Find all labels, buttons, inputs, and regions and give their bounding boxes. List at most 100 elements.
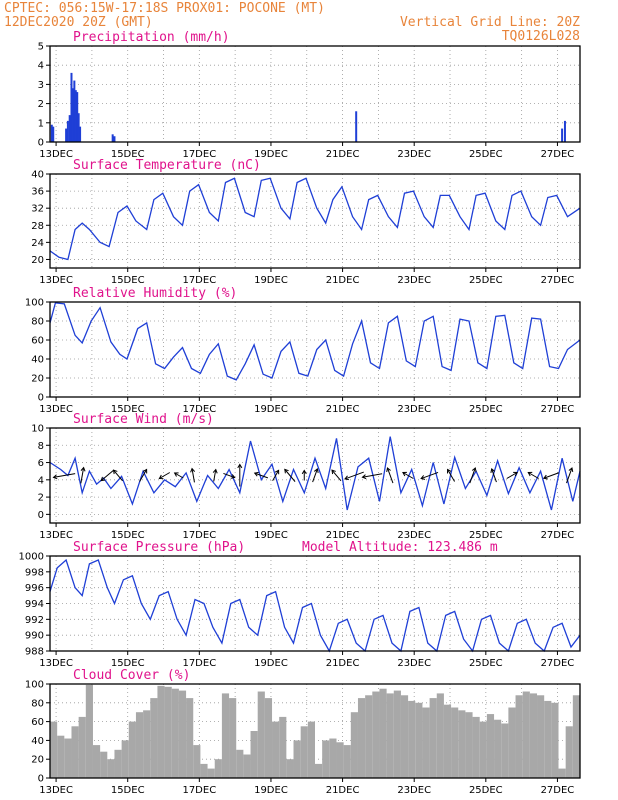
cloud-bar [537, 695, 545, 778]
wind-arrow-head [284, 468, 289, 474]
series-line [49, 558, 581, 653]
cloud-bar [529, 693, 538, 778]
x-tick-label: 17DEC [182, 658, 216, 669]
precip-bar [66, 120, 69, 142]
x-tick-label: 19DEC [254, 658, 288, 669]
cloud-bar [71, 726, 79, 778]
x-tick-label: 17DEC [182, 404, 216, 415]
cloud-bar [171, 688, 179, 778]
x-tick-label: 17DEC [182, 785, 216, 796]
wind-arrow [254, 472, 269, 479]
wind-arrow-head [420, 475, 426, 480]
panel-frame [49, 683, 581, 779]
x-tick-label: 23DEC [397, 658, 431, 669]
x-tick-label: 19DEC [254, 149, 288, 160]
x-tick-label: 19DEC [254, 404, 288, 415]
cloud-bar [508, 707, 516, 778]
x-tick-label: 13DEC [39, 275, 73, 286]
wind-arrow [80, 467, 85, 484]
wind-arrow [191, 468, 195, 483]
cloud-bar [229, 698, 237, 778]
cloud-bar [451, 707, 459, 778]
series-line [49, 436, 581, 511]
y-tick-label: 40 [31, 170, 44, 181]
panel-5: 0 20 40 60 80 100 13DEC 15DEC 17DEC 19DEC 21DEC 23D… [25, 668, 581, 796]
wind-arrow-head [237, 463, 243, 469]
cloud-bar [164, 686, 172, 778]
cloud-bar [135, 712, 144, 778]
precip-bar [65, 128, 68, 142]
y-tick-label: 32 [31, 204, 44, 215]
x-tick-label: 27DEC [541, 530, 575, 541]
cloud-bar [78, 716, 86, 778]
x-tick-label: 27DEC [541, 658, 575, 669]
y-tick-label: 60 [31, 717, 44, 728]
panel-title: Precipitation (mm/h) [73, 30, 230, 45]
cloud-bar [494, 719, 502, 778]
cloud-bar [100, 751, 108, 778]
panel-frame [49, 555, 581, 652]
wind-arrow-head [253, 471, 259, 477]
wind-arrow-head [190, 467, 196, 473]
wind-arrow [386, 467, 394, 484]
wind-arrow [159, 472, 171, 479]
cloud-bar [272, 721, 280, 778]
wind-arrow-head [331, 469, 336, 475]
wind-arrow [543, 472, 560, 479]
wind-arrow-head [490, 468, 496, 473]
wind-arrow-head [230, 474, 236, 479]
wind-arrow-head [212, 468, 218, 474]
y-tick-label: 1 [38, 118, 44, 129]
precip-bar [52, 126, 55, 142]
wind-arrow-head [344, 475, 350, 481]
cloud-bar [157, 685, 165, 778]
y-tick-label: 24 [31, 238, 44, 249]
wind-arrow-head [274, 469, 280, 475]
y-tick-label: 988 [25, 647, 44, 658]
cloud-bar [114, 749, 122, 778]
cloud-bar [322, 740, 330, 778]
panel-frame [49, 173, 581, 269]
y-tick-label: 1000 [19, 552, 44, 563]
cloud-bar [458, 710, 466, 778]
precip-bar [68, 115, 71, 142]
x-tick-label: 19DEC [254, 275, 288, 286]
y-tick-label: 10 [31, 424, 44, 435]
x-tick-label: 27DEC [541, 149, 575, 160]
x-tick-label: 15DEC [111, 785, 145, 796]
wind-arrow [331, 469, 342, 482]
cloud-bar [257, 691, 265, 778]
cloud-bar [336, 742, 344, 778]
cloud-bar [515, 695, 523, 778]
y-tick-label: 80 [31, 698, 44, 709]
panel-frame [49, 301, 581, 398]
x-tick-label: 21DEC [326, 275, 360, 286]
cloud-bar [365, 695, 373, 778]
cloud-bar [193, 745, 201, 778]
cloud-bar [286, 759, 294, 778]
x-tick-label: 13DEC [39, 404, 73, 415]
x-tick-label: 19DEC [254, 785, 288, 796]
wind-arrow-head [527, 471, 533, 477]
cloud-bar [479, 721, 487, 778]
cloud-bar [393, 690, 401, 778]
panel-frame [49, 427, 581, 524]
cloud-bar [236, 749, 244, 778]
x-tick-label: 23DEC [397, 530, 431, 541]
precip-bar [563, 120, 566, 142]
wind-arrow [491, 468, 497, 483]
cloud-bar [186, 698, 194, 778]
wind-arrow [420, 471, 439, 480]
panel-2: 0 20 40 60 80 100 13DEC 15DEC 17DEC 19DEC 21DEC 23D… [25, 286, 581, 415]
cloud-bar [315, 763, 323, 778]
x-tick-label: 27DEC [541, 404, 575, 415]
panel-title: Relative Humidity (%) [73, 286, 237, 301]
cloud-bar [350, 712, 358, 778]
model-altitude: Model Altitude: 123.486 m [302, 540, 498, 555]
cloud-bar [551, 702, 559, 778]
y-tick-label: 0 [38, 774, 44, 785]
header-station: CPTEC: 056:15W-17:18S PROX01: POCONE (MT… [4, 1, 325, 16]
wind-arrow-head [447, 468, 452, 474]
x-tick-label: 19DEC [254, 530, 288, 541]
wind-arrow [223, 472, 235, 479]
